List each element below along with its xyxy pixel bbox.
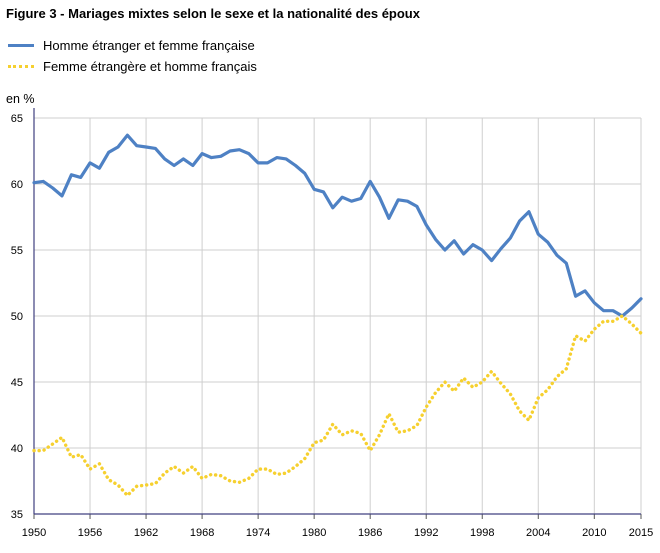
x-tick-label: 2015 xyxy=(629,527,653,539)
series-lines xyxy=(32,133,643,498)
x-tick-label: 2004 xyxy=(526,527,550,539)
x-tick-label: 1968 xyxy=(190,527,214,539)
x-tick-label: 1950 xyxy=(22,527,46,539)
series-line-femme-etrangere xyxy=(32,314,643,498)
x-tick-label: 1980 xyxy=(302,527,326,539)
grid xyxy=(34,117,642,514)
y-tick-label: 40 xyxy=(11,443,23,455)
chart-title: Figure 3 - Mariages mixtes selon le sexe… xyxy=(6,6,420,21)
y-tick-label: 55 xyxy=(11,245,23,257)
y-axis-label: en % xyxy=(6,92,35,106)
legend-item-homme-etranger: Homme étranger et femme française xyxy=(8,36,255,54)
x-tick-label: 1962 xyxy=(134,527,158,539)
y-tick-label: 45 xyxy=(11,377,23,389)
legend-swatch-dotted-line xyxy=(8,64,34,68)
y-tick-label: 50 xyxy=(11,311,23,323)
y-tick-label: 60 xyxy=(11,179,23,191)
legend-item-femme-etrangere: Femme étrangère et homme français xyxy=(8,57,257,75)
y-tick-label: 35 xyxy=(11,509,23,521)
tick-labels: 35 40 45 50 55 60 65 1950 1956 1962 1968 1974 1980 19… xyxy=(11,113,653,539)
series-line-homme-etranger xyxy=(32,133,643,318)
legend-swatch-solid-line xyxy=(8,43,34,47)
legend-label: Homme étranger et femme française xyxy=(43,37,255,53)
x-tick-label: 1986 xyxy=(358,527,382,539)
x-tick-label: 1956 xyxy=(78,527,102,539)
legend-label: Femme étrangère et homme français xyxy=(43,58,257,74)
x-tick-label: 2010 xyxy=(582,527,606,539)
x-tick-label: 1998 xyxy=(470,527,494,539)
y-tick-label: 65 xyxy=(11,113,23,125)
x-tick-label: 1974 xyxy=(246,527,270,539)
x-tick-label: 1992 xyxy=(414,527,438,539)
axes xyxy=(33,108,642,519)
